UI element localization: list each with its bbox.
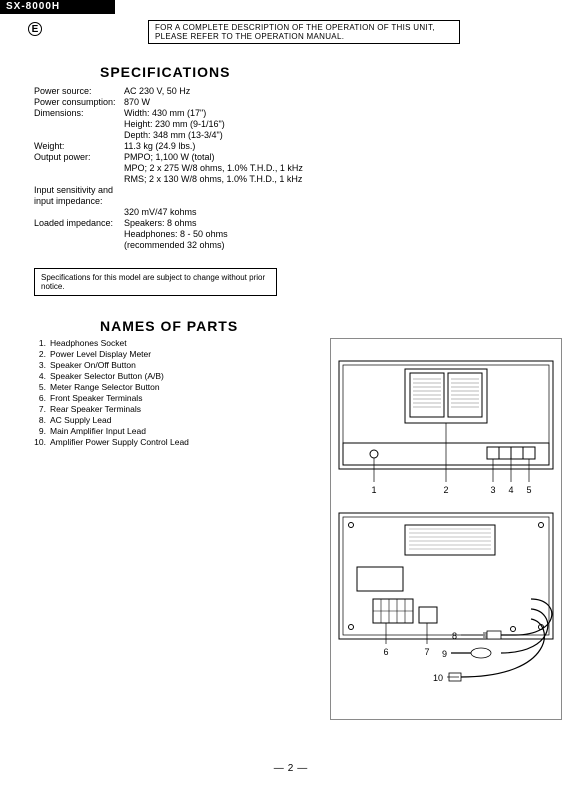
- spec-row: Loaded impedance:Speakers: 8 ohms: [34, 218, 384, 229]
- spec-value: AC 230 V, 50 Hz: [124, 86, 190, 97]
- part-name: Front Speaker Terminals: [50, 393, 142, 404]
- part-row: 10.Amplifier Power Supply Control Lead: [34, 437, 304, 448]
- part-name: Speaker Selector Button (A/B): [50, 371, 164, 382]
- svg-text:6: 6: [383, 647, 388, 657]
- spec-label: [34, 240, 124, 251]
- part-name: AC Supply Lead: [50, 415, 111, 426]
- part-number: 3.: [34, 360, 50, 371]
- spec-value: Speakers: 8 ohms: [124, 218, 197, 229]
- spec-label: Power source:: [34, 86, 124, 97]
- spec-value: Height: 230 mm (9-1/16"): [124, 119, 225, 130]
- spec-row: Input sensitivity and input impedance:: [34, 185, 384, 207]
- spec-row: Height: 230 mm (9-1/16"): [34, 119, 384, 130]
- part-row: 2.Power Level Display Meter: [34, 349, 304, 360]
- spec-label: Input sensitivity and input impedance:: [34, 185, 124, 207]
- spec-label: [34, 119, 124, 130]
- front-panel-drawing: 1 2 3 4 5: [339, 361, 553, 495]
- rear-panel-drawing: 6 7 8 9 10: [339, 513, 553, 683]
- spec-row: Depth: 348 mm (13-3/4"): [34, 130, 384, 141]
- parts-diagram: 1 2 3 4 5: [330, 338, 562, 720]
- part-name: Amplifier Power Supply Control Lead: [50, 437, 189, 448]
- spec-label: [34, 229, 124, 240]
- spec-value: PMPO; 1,100 W (total): [124, 152, 215, 163]
- page-number: 2: [0, 763, 581, 774]
- part-name: Headphones Socket: [50, 338, 127, 349]
- spec-row: Weight:11.3 kg (24.9 lbs.): [34, 141, 384, 152]
- spec-row: Power source:AC 230 V, 50 Hz: [34, 86, 384, 97]
- spec-label: [34, 174, 124, 185]
- svg-text:1: 1: [371, 485, 376, 495]
- model-bar: SX-8000H: [0, 0, 115, 14]
- part-number: 6.: [34, 393, 50, 404]
- svg-text:8: 8: [452, 631, 457, 641]
- part-number: 2.: [34, 349, 50, 360]
- svg-text:10: 10: [433, 673, 443, 683]
- svg-text:3: 3: [490, 485, 495, 495]
- region-marker: E: [28, 22, 42, 36]
- specifications-note: Specifications for this model are subjec…: [34, 268, 277, 296]
- spec-value: Depth: 348 mm (13-3/4"): [124, 130, 223, 141]
- specifications-heading: SPECIFICATIONS: [100, 64, 230, 80]
- svg-text:2: 2: [443, 485, 448, 495]
- part-row: 4.Speaker Selector Button (A/B): [34, 371, 304, 382]
- spec-value: 320 mV/47 kohms: [124, 207, 197, 218]
- spec-row: Headphones: 8 - 50 ohms: [34, 229, 384, 240]
- spec-label: Weight:: [34, 141, 124, 152]
- part-number: 7.: [34, 404, 50, 415]
- spec-value: RMS; 2 x 130 W/8 ohms, 1.0% T.H.D., 1 kH…: [124, 174, 302, 185]
- spec-row: RMS; 2 x 130 W/8 ohms, 1.0% T.H.D., 1 kH…: [34, 174, 384, 185]
- spec-row: 320 mV/47 kohms: [34, 207, 384, 218]
- spec-value: MPO; 2 x 275 W/8 ohms, 1.0% T.H.D., 1 kH…: [124, 163, 303, 174]
- svg-text:7: 7: [424, 647, 429, 657]
- part-row: 6.Front Speaker Terminals: [34, 393, 304, 404]
- parts-list: 1.Headphones Socket2.Power Level Display…: [34, 338, 304, 448]
- spec-label: Dimensions:: [34, 108, 124, 119]
- part-row: 3.Speaker On/Off Button: [34, 360, 304, 371]
- specifications-table: Power source:AC 230 V, 50 HzPower consum…: [34, 86, 384, 251]
- spec-label: [34, 163, 124, 174]
- svg-text:5: 5: [526, 485, 531, 495]
- part-number: 5.: [34, 382, 50, 393]
- spec-row: Output power:PMPO; 1,100 W (total): [34, 152, 384, 163]
- spec-label: Loaded impedance:: [34, 218, 124, 229]
- part-row: 5.Meter Range Selector Button: [34, 382, 304, 393]
- spec-row: MPO; 2 x 275 W/8 ohms, 1.0% T.H.D., 1 kH…: [34, 163, 384, 174]
- part-row: 7.Rear Speaker Terminals: [34, 404, 304, 415]
- part-number: 4.: [34, 371, 50, 382]
- spec-label: Power consumption:: [34, 97, 124, 108]
- part-name: Main Amplifier Input Lead: [50, 426, 146, 437]
- spec-value: Headphones: 8 - 50 ohms: [124, 229, 228, 240]
- part-number: 10.: [34, 437, 50, 448]
- part-name: Rear Speaker Terminals: [50, 404, 141, 415]
- part-row: 1.Headphones Socket: [34, 338, 304, 349]
- part-number: 8.: [34, 415, 50, 426]
- svg-text:9: 9: [442, 649, 447, 659]
- spec-row: Dimensions:Width: 430 mm (17"): [34, 108, 384, 119]
- spec-row: (recommended 32 ohms): [34, 240, 384, 251]
- part-name: Meter Range Selector Button: [50, 382, 160, 393]
- names-of-parts-heading: NAMES OF PARTS: [100, 318, 238, 334]
- spec-label: [34, 207, 124, 218]
- spec-row: Power consumption:870 W: [34, 97, 384, 108]
- part-name: Power Level Display Meter: [50, 349, 151, 360]
- part-row: 9.Main Amplifier Input Lead: [34, 426, 304, 437]
- spec-value: Width: 430 mm (17"): [124, 108, 206, 119]
- part-number: 1.: [34, 338, 50, 349]
- spec-label: [34, 130, 124, 141]
- spec-value: (recommended 32 ohms): [124, 240, 225, 251]
- spec-value: 11.3 kg (24.9 lbs.): [124, 141, 195, 152]
- spec-value: 870 W: [124, 97, 150, 108]
- description-box: FOR A COMPLETE DESCRIPTION OF THE OPERAT…: [148, 20, 460, 44]
- svg-text:4: 4: [508, 485, 513, 495]
- part-name: Speaker On/Off Button: [50, 360, 136, 371]
- part-row: 8.AC Supply Lead: [34, 415, 304, 426]
- part-number: 9.: [34, 426, 50, 437]
- spec-label: Output power:: [34, 152, 124, 163]
